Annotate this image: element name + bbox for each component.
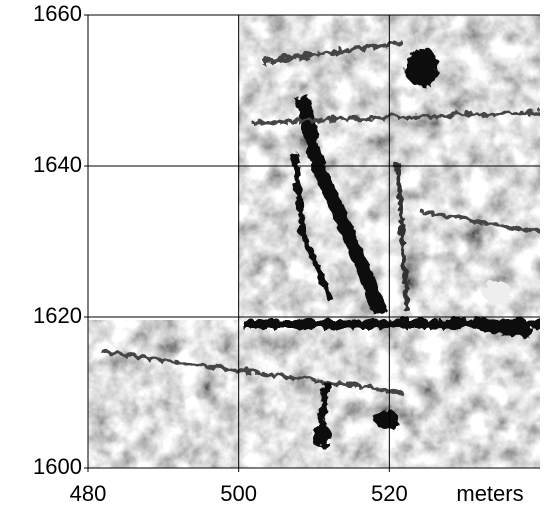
dark-blob [310,423,330,447]
x-tick-label: 520 [371,481,408,506]
x-tick-label: 480 [70,481,107,506]
y-tick-label: 1660 [33,1,82,26]
y-tick-label: 1640 [33,152,82,177]
light-blob [481,278,509,302]
chart: meters 480 500 520 1600 1620 1640 1660 [0,0,550,517]
survey-image [88,15,540,468]
raster-texture [88,15,540,468]
y-tick-label: 1600 [33,454,82,479]
x-tick-label: 500 [220,481,257,506]
dark-blob [373,408,397,428]
dark-blob [403,45,437,85]
y-tick-label: 1620 [33,303,82,328]
x-axis-label: meters [456,481,523,506]
